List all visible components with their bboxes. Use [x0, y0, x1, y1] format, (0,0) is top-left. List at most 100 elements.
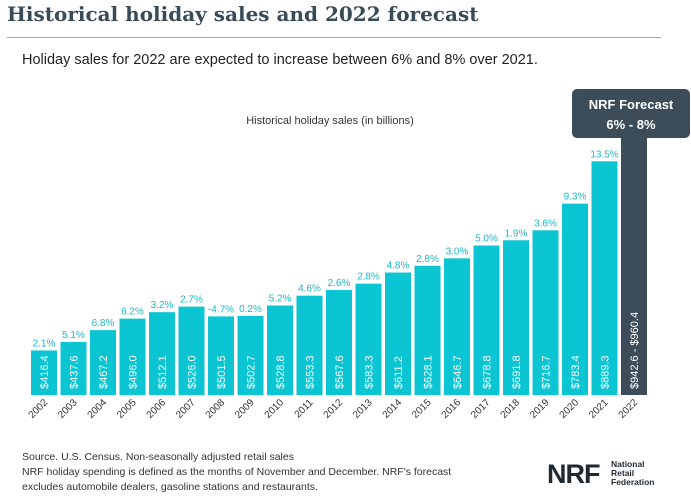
tick-label-2002: 2002	[27, 397, 51, 421]
bar-2002	[31, 350, 57, 395]
tick-label-2014: 2014	[381, 397, 405, 421]
value-label-2005: $496.0	[128, 355, 140, 389]
value-label-2016: $646.7	[452, 355, 464, 389]
bar-2003	[60, 341, 87, 395]
tick-label-2015: 2015	[410, 397, 434, 421]
value-label-2006: $512.1	[157, 355, 169, 389]
growth-label-2008: -4.7%	[208, 304, 234, 315]
tick-label-2012: 2012	[322, 397, 346, 421]
nrf-logo-line3: Federation	[611, 477, 654, 487]
footer-exclusions: excludes automobile dealers, gasoline st…	[22, 481, 318, 493]
bars-group: $416.4 2.1% 2002 $437.6 5.1% 2003 $467.2 6.8% 20…	[27, 132, 647, 421]
tick-label-2019: 2019	[528, 397, 552, 421]
tick-label-2005: 2005	[115, 397, 139, 421]
value-label-2010: $528.8	[275, 355, 287, 389]
bar-2006	[149, 312, 175, 395]
growth-label-2007: 2.7%	[180, 295, 203, 306]
bar-2021	[591, 161, 618, 395]
bar-2010	[267, 305, 293, 395]
tick-label-2009: 2009	[233, 397, 257, 421]
nrf-logo-line1: National	[611, 459, 645, 469]
growth-label-2015: 2.8%	[416, 254, 439, 265]
bar-2008	[208, 316, 234, 395]
tick-label-2021: 2021	[587, 397, 611, 421]
tick-label-2016: 2016	[440, 397, 464, 421]
tick-label-2011: 2011	[293, 397, 316, 420]
tick-label-2020: 2020	[558, 397, 582, 421]
forecast-callout-range: 6% - 8%	[606, 117, 656, 132]
value-label-2009: $502.7	[246, 355, 258, 389]
growth-label-2010: 5.2%	[269, 293, 292, 304]
value-label-2017: $678.8	[482, 355, 494, 389]
growth-label-2014: 4.8%	[387, 261, 410, 272]
forecast-bar-2022	[621, 132, 647, 395]
tick-label-2004: 2004	[86, 397, 110, 421]
bar-2017	[473, 245, 500, 395]
value-label-2014: $611.2	[393, 356, 405, 389]
tick-label-2008: 2008	[204, 397, 228, 421]
value-label-2021: $889.3	[600, 355, 612, 389]
growth-label-2021: 13.5%	[590, 149, 618, 160]
bar-2005	[119, 318, 146, 395]
value-label-2020: $783.4	[570, 355, 582, 389]
value-label-2004: $467.2	[98, 355, 110, 389]
forecast-callout-pointer	[626, 138, 638, 146]
growth-label-2016: 3.0%	[446, 246, 469, 257]
value-label-2015: $628.1	[423, 355, 435, 389]
value-label-2011: $553.3	[305, 355, 317, 389]
growth-label-2009: 0.2%	[239, 304, 262, 315]
growth-label-2013: 2.8%	[357, 272, 380, 283]
value-label-2012: $567.6	[334, 355, 346, 389]
value-label-2018: $691.8	[511, 355, 523, 389]
value-label-2013: $583.3	[364, 355, 376, 389]
tick-label-2003: 2003	[56, 397, 80, 421]
value-label-2007: $526.0	[187, 355, 199, 389]
title-divider	[7, 37, 661, 38]
growth-label-2002: 2.1%	[33, 338, 56, 349]
value-label-2002: $416.4	[39, 355, 51, 389]
bar-2018	[503, 240, 529, 395]
value-label-2022: $942.6 - $960.4	[629, 312, 641, 389]
forecast-callout: NRF Forecast 6% - 8%	[572, 89, 690, 162]
bar-2011	[296, 295, 323, 395]
bar-2009	[237, 315, 264, 395]
bar-2007	[178, 306, 205, 395]
growth-label-2019: 3.6%	[534, 218, 557, 229]
growth-label-2006: 3.2%	[151, 300, 174, 311]
bar-2004	[90, 330, 116, 395]
bar-2020	[562, 203, 588, 395]
tick-label-2007: 2007	[174, 397, 198, 421]
page-title: Historical holiday sales and 2022 foreca…	[7, 2, 479, 26]
tick-label-2018: 2018	[499, 397, 523, 421]
forecast-callout-box	[572, 89, 690, 138]
growth-label-2018: 1.9%	[505, 228, 528, 239]
tick-label-2006: 2006	[145, 397, 169, 421]
growth-label-2020: 9.3%	[564, 192, 587, 203]
tick-label-2017: 2017	[469, 397, 493, 421]
bar-2019	[532, 230, 559, 395]
bar-2015	[414, 265, 441, 395]
nrf-logo-line2: Retail	[611, 468, 634, 478]
tick-label-2010: 2010	[263, 397, 287, 421]
bar-2012	[326, 289, 352, 395]
growth-label-2017: 5.0%	[475, 233, 498, 244]
nrf-logo: NRF National Retail Federation	[547, 459, 654, 489]
chart-title: Historical holiday sales (in billions)	[246, 115, 414, 127]
nrf-logo-mark: NRF	[547, 459, 600, 489]
value-label-2019: $716.7	[541, 355, 553, 389]
bar-2013	[355, 283, 382, 395]
bar-2016	[444, 258, 470, 395]
footer-source: Source. U.S. Census. Non-seasonally adju…	[22, 451, 294, 463]
value-label-2003: $437.6	[69, 355, 81, 389]
forecast-callout-title: NRF Forecast	[589, 97, 674, 112]
page-subtitle: Holiday sales for 2022 are expected to i…	[22, 52, 538, 68]
tick-label-2022: 2022	[617, 397, 641, 421]
bar-2014	[385, 272, 411, 395]
growth-label-2004: 6.8%	[92, 318, 115, 329]
footer-definition: NRF holiday spending is defined as the m…	[22, 466, 452, 478]
growth-label-2003: 5.1%	[62, 330, 85, 341]
value-label-2008: $501.5	[216, 355, 228, 389]
growth-label-2005: 6.2%	[121, 307, 144, 318]
growth-label-2011: 4.6%	[298, 284, 321, 295]
